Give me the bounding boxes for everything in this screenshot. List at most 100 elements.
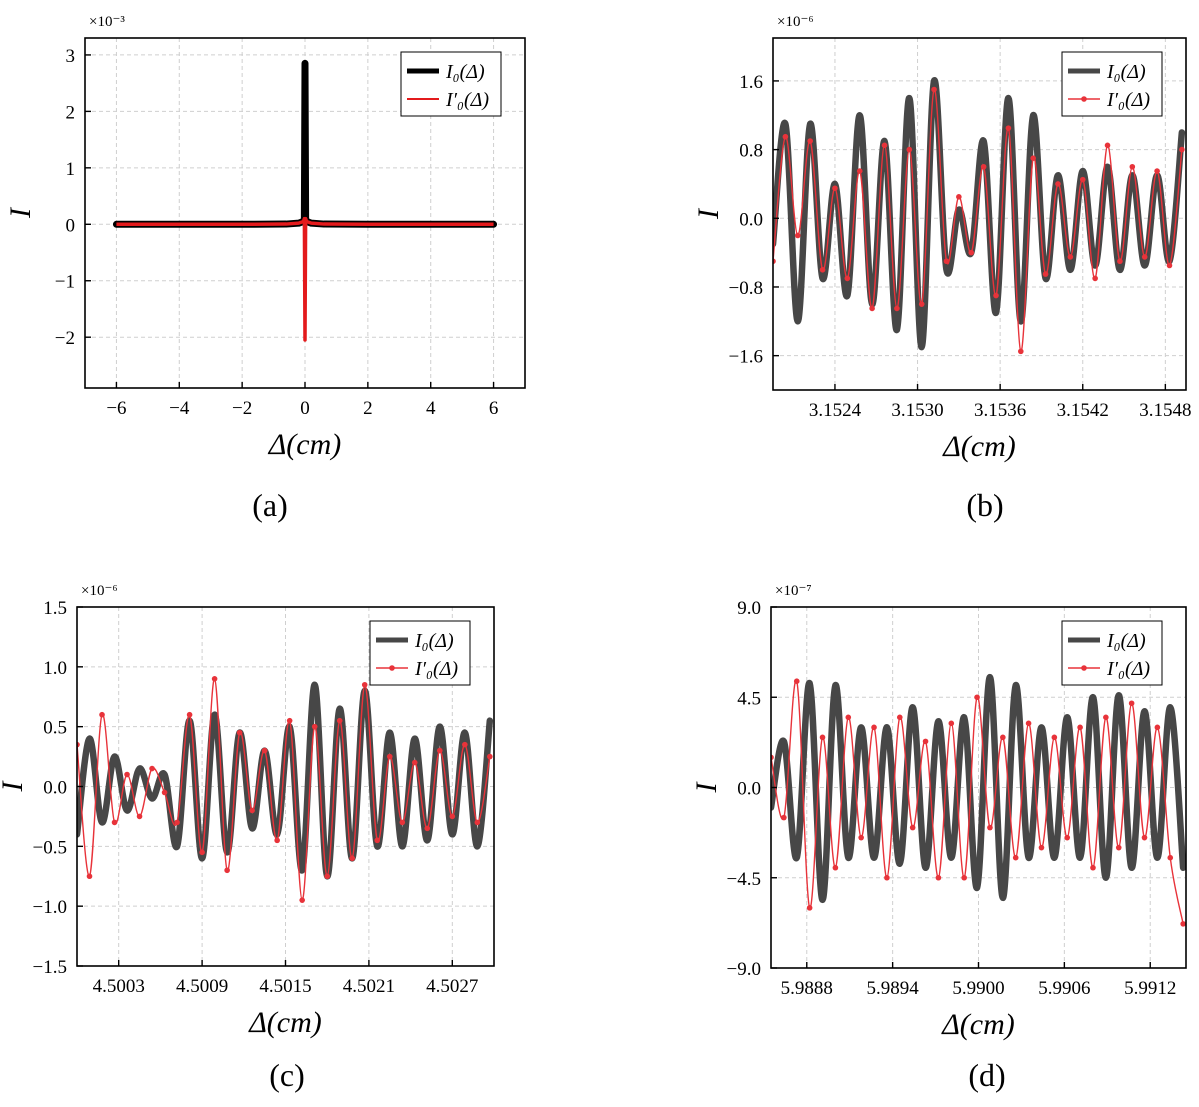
data-point-marker — [1117, 258, 1123, 265]
data-point-marker — [1064, 834, 1071, 841]
data-point-marker — [844, 275, 851, 282]
x-tick-label: 5.9900 — [952, 978, 1004, 999]
x-tick-label: 4 — [426, 398, 436, 419]
y-axis-label: I — [4, 206, 37, 219]
plot-area — [773, 77, 1186, 355]
data-point-marker — [411, 759, 418, 766]
data-point-marker — [993, 292, 999, 299]
panel-label: (b) — [966, 487, 1003, 523]
legend-marker — [1081, 96, 1087, 102]
data-point-marker — [974, 694, 980, 701]
y-tick-label: 0.0 — [739, 209, 763, 230]
y-tick-label: 0.8 — [739, 141, 763, 162]
data-point-marker — [807, 138, 813, 144]
legend-entry: I′₀(Δ) — [414, 658, 458, 680]
data-point-marker — [1141, 834, 1148, 841]
axis-exponent: ×10⁻³ — [89, 14, 125, 30]
data-point-marker — [931, 86, 937, 93]
y-tick-label: 0.5 — [43, 718, 67, 739]
data-point-marker — [935, 874, 942, 881]
data-point-marker — [869, 305, 875, 312]
y-tick-label: −1.0 — [33, 897, 67, 918]
data-point-marker — [987, 824, 993, 831]
data-point-marker — [399, 819, 406, 826]
data-point-marker — [1051, 734, 1058, 741]
legend: I₀(Δ) I′₀(Δ) — [1061, 620, 1163, 686]
data-point-marker — [1154, 168, 1160, 174]
data-point-marker — [386, 753, 393, 760]
series-line-I0 — [773, 77, 1186, 351]
data-point-marker — [124, 771, 130, 778]
x-tick-label: 5.9906 — [1038, 978, 1090, 999]
data-point-marker — [1030, 155, 1036, 161]
series-line-I0-prime — [77, 678, 491, 901]
x-tick-label: 3.1524 — [809, 400, 862, 421]
data-point-marker — [1000, 734, 1006, 741]
y-axis-ticks: −9.0 −4.5 0.0 4.5 9.0 — [727, 598, 777, 980]
x-axis-ticks: 3.1524 3.1530 3.1536 3.1542 3.1548 — [809, 384, 1191, 421]
x-tick-label: −6 — [106, 398, 126, 419]
legend-box — [369, 620, 471, 686]
data-point-marker — [224, 867, 230, 874]
legend: I₀(Δ) I′₀(Δ) — [369, 620, 471, 686]
x-axis-label: Δ(cm) — [268, 428, 342, 461]
data-point-marker — [956, 194, 962, 200]
data-point-marker — [286, 717, 293, 724]
data-point-marker — [274, 837, 280, 844]
data-point-marker — [161, 789, 168, 796]
y-tick-label: 9.0 — [737, 598, 761, 619]
x-tick-label: 4.5003 — [93, 976, 145, 997]
x-axis-ticks: 5.9888 5.9894 5.9900 5.9906 5.9912 — [781, 962, 1176, 999]
legend: I₀(Δ) I′₀(Δ) — [1061, 51, 1163, 117]
x-tick-label: 4.5009 — [176, 976, 228, 997]
data-point-marker — [174, 819, 180, 826]
x-axis-ticks: 4.5003 4.5009 4.5015 4.5021 4.5027 — [93, 960, 478, 997]
legend-marker — [389, 665, 395, 671]
y-axis-label: I — [690, 781, 723, 794]
y-tick-label: 0.0 — [737, 779, 761, 800]
y-tick-label: −2 — [55, 328, 75, 349]
chart-panel-a: −6 −4 −2 0 2 4 6 −2 −1 0 1 2 3 ×10⁻³ Δ(cm) I I₀(Δ) I′₀(Δ)… — [4, 14, 526, 523]
data-point-marker — [1166, 262, 1173, 269]
data-point-marker — [896, 714, 903, 721]
legend-box — [400, 51, 502, 117]
data-point-marker — [311, 723, 318, 730]
data-point-marker — [884, 874, 890, 881]
data-point-marker — [99, 711, 105, 718]
panel-label: (d) — [968, 1057, 1005, 1093]
data-point-marker — [1077, 724, 1083, 731]
legend-box — [1061, 51, 1163, 117]
plot-area — [112, 59, 498, 342]
data-point-marker — [943, 258, 950, 265]
x-tick-label: 3.1548 — [1139, 400, 1191, 421]
data-point-marker — [832, 185, 838, 192]
x-tick-label: −2 — [232, 398, 252, 419]
data-point-marker — [781, 814, 787, 821]
x-tick-label: 5.9888 — [781, 978, 833, 999]
legend-entry: I₀(Δ) — [1106, 61, 1146, 83]
data-point-marker — [1038, 844, 1045, 851]
data-point-marker — [1115, 844, 1122, 851]
legend-marker — [1081, 665, 1087, 671]
data-point-marker — [1167, 854, 1174, 861]
data-point-marker — [299, 897, 305, 903]
x-tick-label: 0 — [300, 398, 310, 419]
y-tick-label: 2 — [66, 102, 76, 123]
data-point-marker — [111, 819, 118, 826]
data-point-marker — [782, 133, 789, 140]
data-point-marker — [845, 714, 852, 721]
data-point-marker — [1090, 864, 1096, 871]
y-axis-label: I — [0, 780, 29, 793]
axis-exponent: ×10⁻⁷ — [775, 583, 812, 599]
axis-exponent: ×10⁻⁶ — [777, 14, 814, 30]
data-point-marker — [819, 267, 826, 273]
y-tick-label: 0.0 — [43, 778, 67, 799]
data-point-marker — [806, 905, 813, 911]
x-axis-label: Δ(cm) — [942, 430, 1016, 463]
y-axis-ticks: −2 −1 0 1 2 3 — [55, 46, 91, 349]
data-point-marker — [858, 834, 864, 841]
data-point-marker — [832, 864, 839, 871]
legend-entry: I₀(Δ) — [1106, 630, 1146, 652]
y-axis-ticks: −1.6 −0.8 0.0 0.8 1.6 — [729, 72, 779, 368]
